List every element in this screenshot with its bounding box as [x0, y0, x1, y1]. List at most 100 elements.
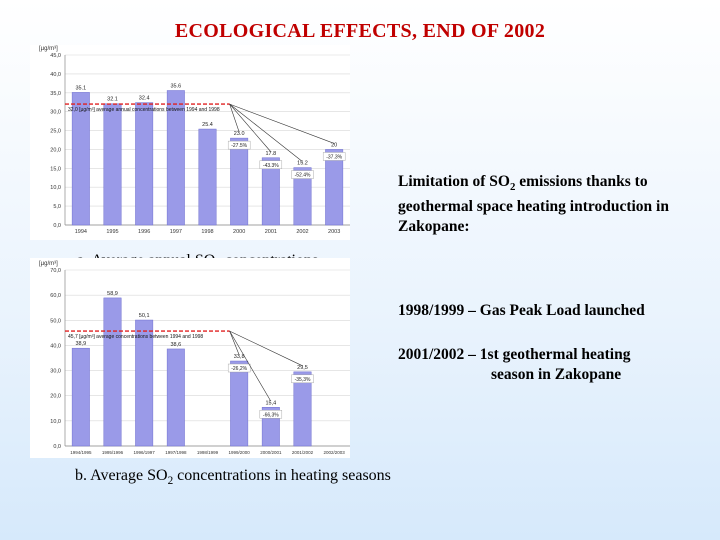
annual-value-label: 35.1	[75, 85, 86, 91]
annual-category-label: 2002	[296, 229, 308, 235]
annual-pct-box	[322, 152, 346, 161]
annual-bar	[261, 157, 280, 226]
annual-bar	[135, 102, 154, 226]
heating-ytick-label: 50,0	[50, 318, 61, 324]
heating-bar	[230, 360, 249, 447]
heating-ytick-label: 0,0	[53, 444, 61, 450]
heating-ytick-label: 30,0	[50, 369, 61, 375]
caption-heating-pre: b. Average SO	[75, 467, 168, 484]
annual-ytick-label: 0,0	[53, 223, 61, 229]
annual-change-arrow	[229, 103, 272, 152]
annual-unit-label: [µg/m³]	[39, 46, 58, 52]
heating-pct-label: -26,2%	[231, 366, 247, 372]
annual-category-label: 1997	[170, 229, 182, 235]
geothermal-line-1: 2001/2002 – 1st geothermal heating	[398, 346, 631, 363]
annual-ytick-label: 20,0	[50, 147, 61, 153]
heating-pct-label: -35,3%	[295, 377, 311, 383]
heating-pct-box	[259, 410, 283, 419]
heating-value-label: 50,1	[139, 313, 150, 319]
heating-value-label: 38,6	[170, 342, 181, 348]
limitation-sub: 2	[509, 181, 516, 194]
heating-ytick-label: 60,0	[50, 293, 61, 299]
annual-value-label: 25.4	[202, 122, 213, 128]
annual-category-label: 1998	[201, 229, 213, 235]
annual-ytick-label: 45,0	[50, 53, 61, 59]
heating-pct-label: -66,3%	[263, 412, 279, 418]
annual-ytick-label: 15,0	[50, 166, 61, 172]
gas-peak-text: 1998/1999 – Gas Peak Load launched	[398, 302, 645, 319]
heating-category-label: 1994/1995	[70, 450, 92, 455]
chart-annual-so2-svg: [µg/m³] 0,0 5,0 10,0 15,0 20,0 25,0 30,0 35,0 40,…	[39, 46, 350, 235]
annual-category-label: 1996	[138, 229, 150, 235]
heating-ytick-label: 20,0	[50, 394, 61, 400]
annual-value-label: 35.6	[170, 84, 181, 90]
annual-ytick-label: 5,0	[53, 204, 61, 210]
heating-ytick-label: 70,0	[50, 268, 61, 274]
annual-ytick-label: 35,0	[50, 91, 61, 97]
heating-change-arrow	[229, 330, 272, 402]
heating-bar	[166, 348, 185, 447]
annual-pct-box	[259, 160, 283, 169]
annual-change-arrow	[229, 103, 335, 144]
annual-value-label: 23.0	[234, 131, 245, 137]
annual-bar	[198, 128, 217, 226]
annual-ytick-label: 40,0	[50, 72, 61, 78]
caption-heating: b. Average SO2 concentrations in heating…	[75, 467, 391, 487]
heating-bar	[135, 319, 154, 447]
chart-annual-so2: [µg/m³] 0,0 5,0 10,0 15,0 20,0 25,0 30,0 35,0 40,…	[30, 45, 350, 240]
annual-pct-label: -37.3%	[326, 154, 342, 160]
limitation-text: Limitation of SO2 emissions thanks to ge…	[398, 172, 708, 237]
heating-category-label: 1998/1999	[197, 450, 219, 455]
heating-reference-label: 45,7 [µg/m³] average concentrations betw…	[68, 334, 203, 340]
annual-value-label: 15.2	[297, 161, 308, 167]
annual-pct-label: -43.3%	[263, 163, 279, 169]
heating-ytick-label: 40,0	[50, 343, 61, 349]
annual-pct-box	[291, 170, 314, 179]
heating-ytick-label: 10,0	[50, 419, 61, 425]
annual-value-label: 17.8	[265, 151, 276, 157]
annual-change-arrow	[229, 103, 303, 162]
heating-value-label: 38,9	[75, 341, 86, 347]
limitation-post: emissions thanks to geothermal space hea…	[398, 173, 669, 236]
geothermal-text: 2001/2002 – 1st geothermal heating seaso…	[398, 345, 630, 385]
annual-category-label: 1994	[75, 229, 87, 235]
heating-value-label: 33,8	[234, 354, 245, 360]
annual-ytick-label: 30,0	[50, 110, 61, 116]
annual-ytick-label: 10,0	[50, 185, 61, 191]
annual-ytick-label: 25,0	[50, 129, 61, 135]
heating-value-label: 29,5	[297, 365, 308, 371]
annual-pct-label: -52.4%	[295, 173, 311, 179]
heating-category-label: 1996/1997	[134, 450, 156, 455]
limitation-pre: Limitation of SO	[398, 173, 510, 190]
heating-change-arrow	[229, 330, 240, 356]
heating-change-arrow	[229, 330, 303, 367]
annual-change-arrow	[229, 104, 240, 133]
heating-pct-box	[227, 363, 251, 373]
annual-category-label: 2001	[265, 229, 277, 235]
heating-pct-box	[291, 374, 314, 384]
heating-category-label: 1997/1998	[165, 450, 187, 455]
annual-reference-label: 32,0 [µg/m³] average annual concentratio…	[68, 107, 220, 113]
annual-bar	[71, 92, 90, 226]
heating-bar	[103, 297, 122, 447]
heating-category-label: 1995/1996	[102, 450, 124, 455]
annual-category-label: 2000	[233, 229, 245, 235]
annual-value-label: 32.4	[139, 96, 150, 102]
heating-category-label: 2000/2001	[260, 450, 282, 455]
caption-heating-post: concentrations in heating seasons	[173, 467, 391, 484]
geothermal-line-2: season in Zakopane	[491, 366, 622, 383]
annual-pct-box	[227, 140, 251, 150]
annual-value-label: 20	[331, 142, 337, 148]
slide-title: ECOLOGICAL EFFECTS, END OF 2002	[174, 20, 546, 42]
heating-bar	[71, 347, 90, 447]
annual-bar	[166, 90, 185, 226]
annual-category-label: 1995	[106, 229, 118, 235]
annual-bar	[325, 149, 344, 226]
annual-pct-label: -27.5%	[231, 143, 247, 149]
annual-bar	[230, 137, 249, 226]
heating-category-label: 2001/2002	[292, 450, 314, 455]
chart-heating-so2-svg: [µg/m³] 0,0 10,0 20,0 30,0 40,0 50,0 60,0 70,0 19…	[39, 261, 350, 455]
heating-category-label: 1999/2000	[229, 450, 251, 455]
annual-value-label: 32.1	[107, 97, 118, 103]
heating-category-label: 2002/2003	[324, 450, 346, 455]
